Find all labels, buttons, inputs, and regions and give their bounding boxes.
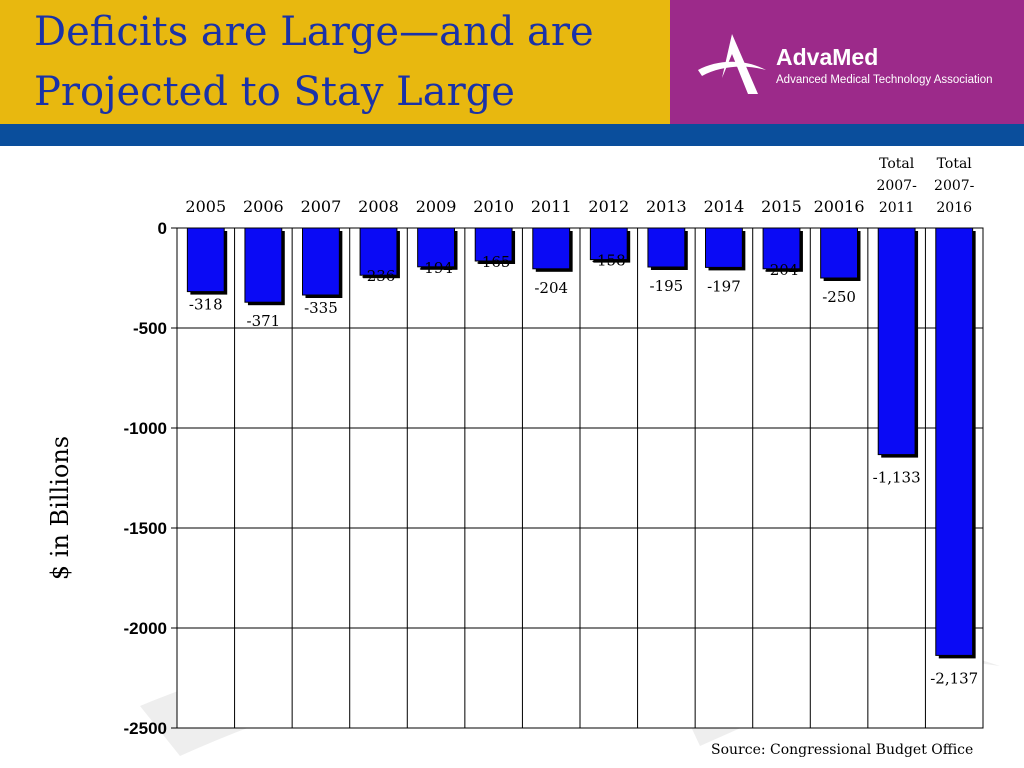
category-label-line: Total bbox=[879, 156, 915, 172]
bar bbox=[417, 227, 455, 268]
category-label: Total 2007- 2011 bbox=[876, 156, 917, 216]
y-tick-label: -500 bbox=[133, 319, 167, 338]
source-note: Source: Congressional Budget Office bbox=[711, 742, 974, 758]
bar bbox=[474, 227, 513, 262]
category-label-line: 2009 bbox=[416, 197, 457, 216]
data-label: -204 bbox=[765, 261, 799, 279]
category-label-line: 2007- bbox=[934, 178, 975, 194]
bar bbox=[935, 227, 974, 656]
bar bbox=[244, 227, 283, 303]
data-label: -197 bbox=[707, 277, 741, 295]
header-stripe bbox=[0, 124, 1024, 146]
title-banner bbox=[0, 0, 670, 124]
bar bbox=[186, 227, 225, 293]
category-label: 2015 bbox=[761, 197, 802, 216]
bar bbox=[532, 227, 571, 270]
category-label: 2009 bbox=[416, 197, 457, 216]
page-title: Deficits are Large—and are Projected to … bbox=[34, 2, 594, 122]
category-label: 2006 bbox=[243, 197, 284, 216]
category-label-line: 2012 bbox=[588, 197, 629, 216]
deficit-chart: 0 -500 -1000 -1500 -2000 -2500 -318 2005 -371 200… bbox=[124, 156, 984, 738]
category-label: 20016 bbox=[814, 197, 865, 216]
page-title-line-2: Projected to Stay Large bbox=[34, 69, 515, 115]
data-label: -2,137 bbox=[930, 669, 978, 687]
data-label: -371 bbox=[247, 312, 281, 330]
y-tick-label: 0 bbox=[158, 219, 167, 238]
bar bbox=[705, 227, 743, 268]
category-label-line: 2008 bbox=[358, 197, 399, 216]
category-label-line: 2013 bbox=[646, 197, 687, 216]
data-label: -335 bbox=[304, 299, 338, 317]
data-label: -1,133 bbox=[873, 469, 921, 487]
category-label-line: 2015 bbox=[761, 197, 802, 216]
category-label: 2010 bbox=[473, 197, 514, 216]
bar bbox=[302, 227, 340, 296]
category-label-line: Total bbox=[937, 156, 973, 172]
category-label-line: 2014 bbox=[704, 197, 745, 216]
category-label-line: 20016 bbox=[814, 197, 865, 216]
bar bbox=[820, 227, 858, 279]
bar bbox=[877, 227, 916, 456]
category-label: 2014 bbox=[704, 197, 745, 216]
advamed-logo: AdvaMed Advanced Medical Technology Asso… bbox=[692, 30, 1022, 100]
data-label: -195 bbox=[650, 277, 684, 295]
category-label-line: 2005 bbox=[185, 197, 226, 216]
logo-subtitle: Advanced Medical Technology Association bbox=[776, 74, 993, 86]
bar bbox=[762, 227, 801, 270]
data-label: -204 bbox=[534, 279, 568, 297]
bar bbox=[647, 227, 686, 268]
data-label: -250 bbox=[822, 288, 856, 306]
data-label: -236 bbox=[362, 267, 396, 285]
category-label: 2011 bbox=[531, 197, 572, 216]
category-label-line: 2007- bbox=[876, 178, 917, 194]
bar bbox=[359, 227, 398, 276]
category-label-line: 2011 bbox=[879, 200, 915, 216]
category-label: 2007 bbox=[301, 197, 342, 216]
category-label-line: 2010 bbox=[473, 197, 514, 216]
data-label: -318 bbox=[189, 296, 223, 314]
advamed-logo-icon bbox=[698, 34, 766, 94]
data-label: -158 bbox=[592, 252, 626, 270]
category-label: 2012 bbox=[588, 197, 629, 216]
y-tick-label: -1500 bbox=[124, 519, 167, 538]
page-title-line-1: Deficits are Large—and are bbox=[34, 9, 594, 55]
bar bbox=[589, 227, 628, 261]
category-label: Total 2007- 2016 bbox=[934, 156, 975, 216]
y-tick-label: -1000 bbox=[124, 419, 167, 438]
category-label: 2008 bbox=[358, 197, 399, 216]
y-tick-label: -2500 bbox=[124, 719, 167, 738]
logo-name: AdvaMed bbox=[776, 44, 879, 70]
data-label: -194 bbox=[419, 259, 453, 277]
category-label-line: 2007 bbox=[301, 197, 342, 216]
category-label-line: 2016 bbox=[936, 200, 972, 216]
y-axis-label: $ in Billions bbox=[46, 435, 74, 581]
data-label: -165 bbox=[477, 253, 511, 271]
y-tick-label: -2000 bbox=[124, 619, 167, 638]
category-label-line: 2006 bbox=[243, 197, 284, 216]
category-label: 2005 bbox=[185, 197, 226, 216]
category-label: 2013 bbox=[646, 197, 687, 216]
category-label-line: 2011 bbox=[531, 197, 572, 216]
